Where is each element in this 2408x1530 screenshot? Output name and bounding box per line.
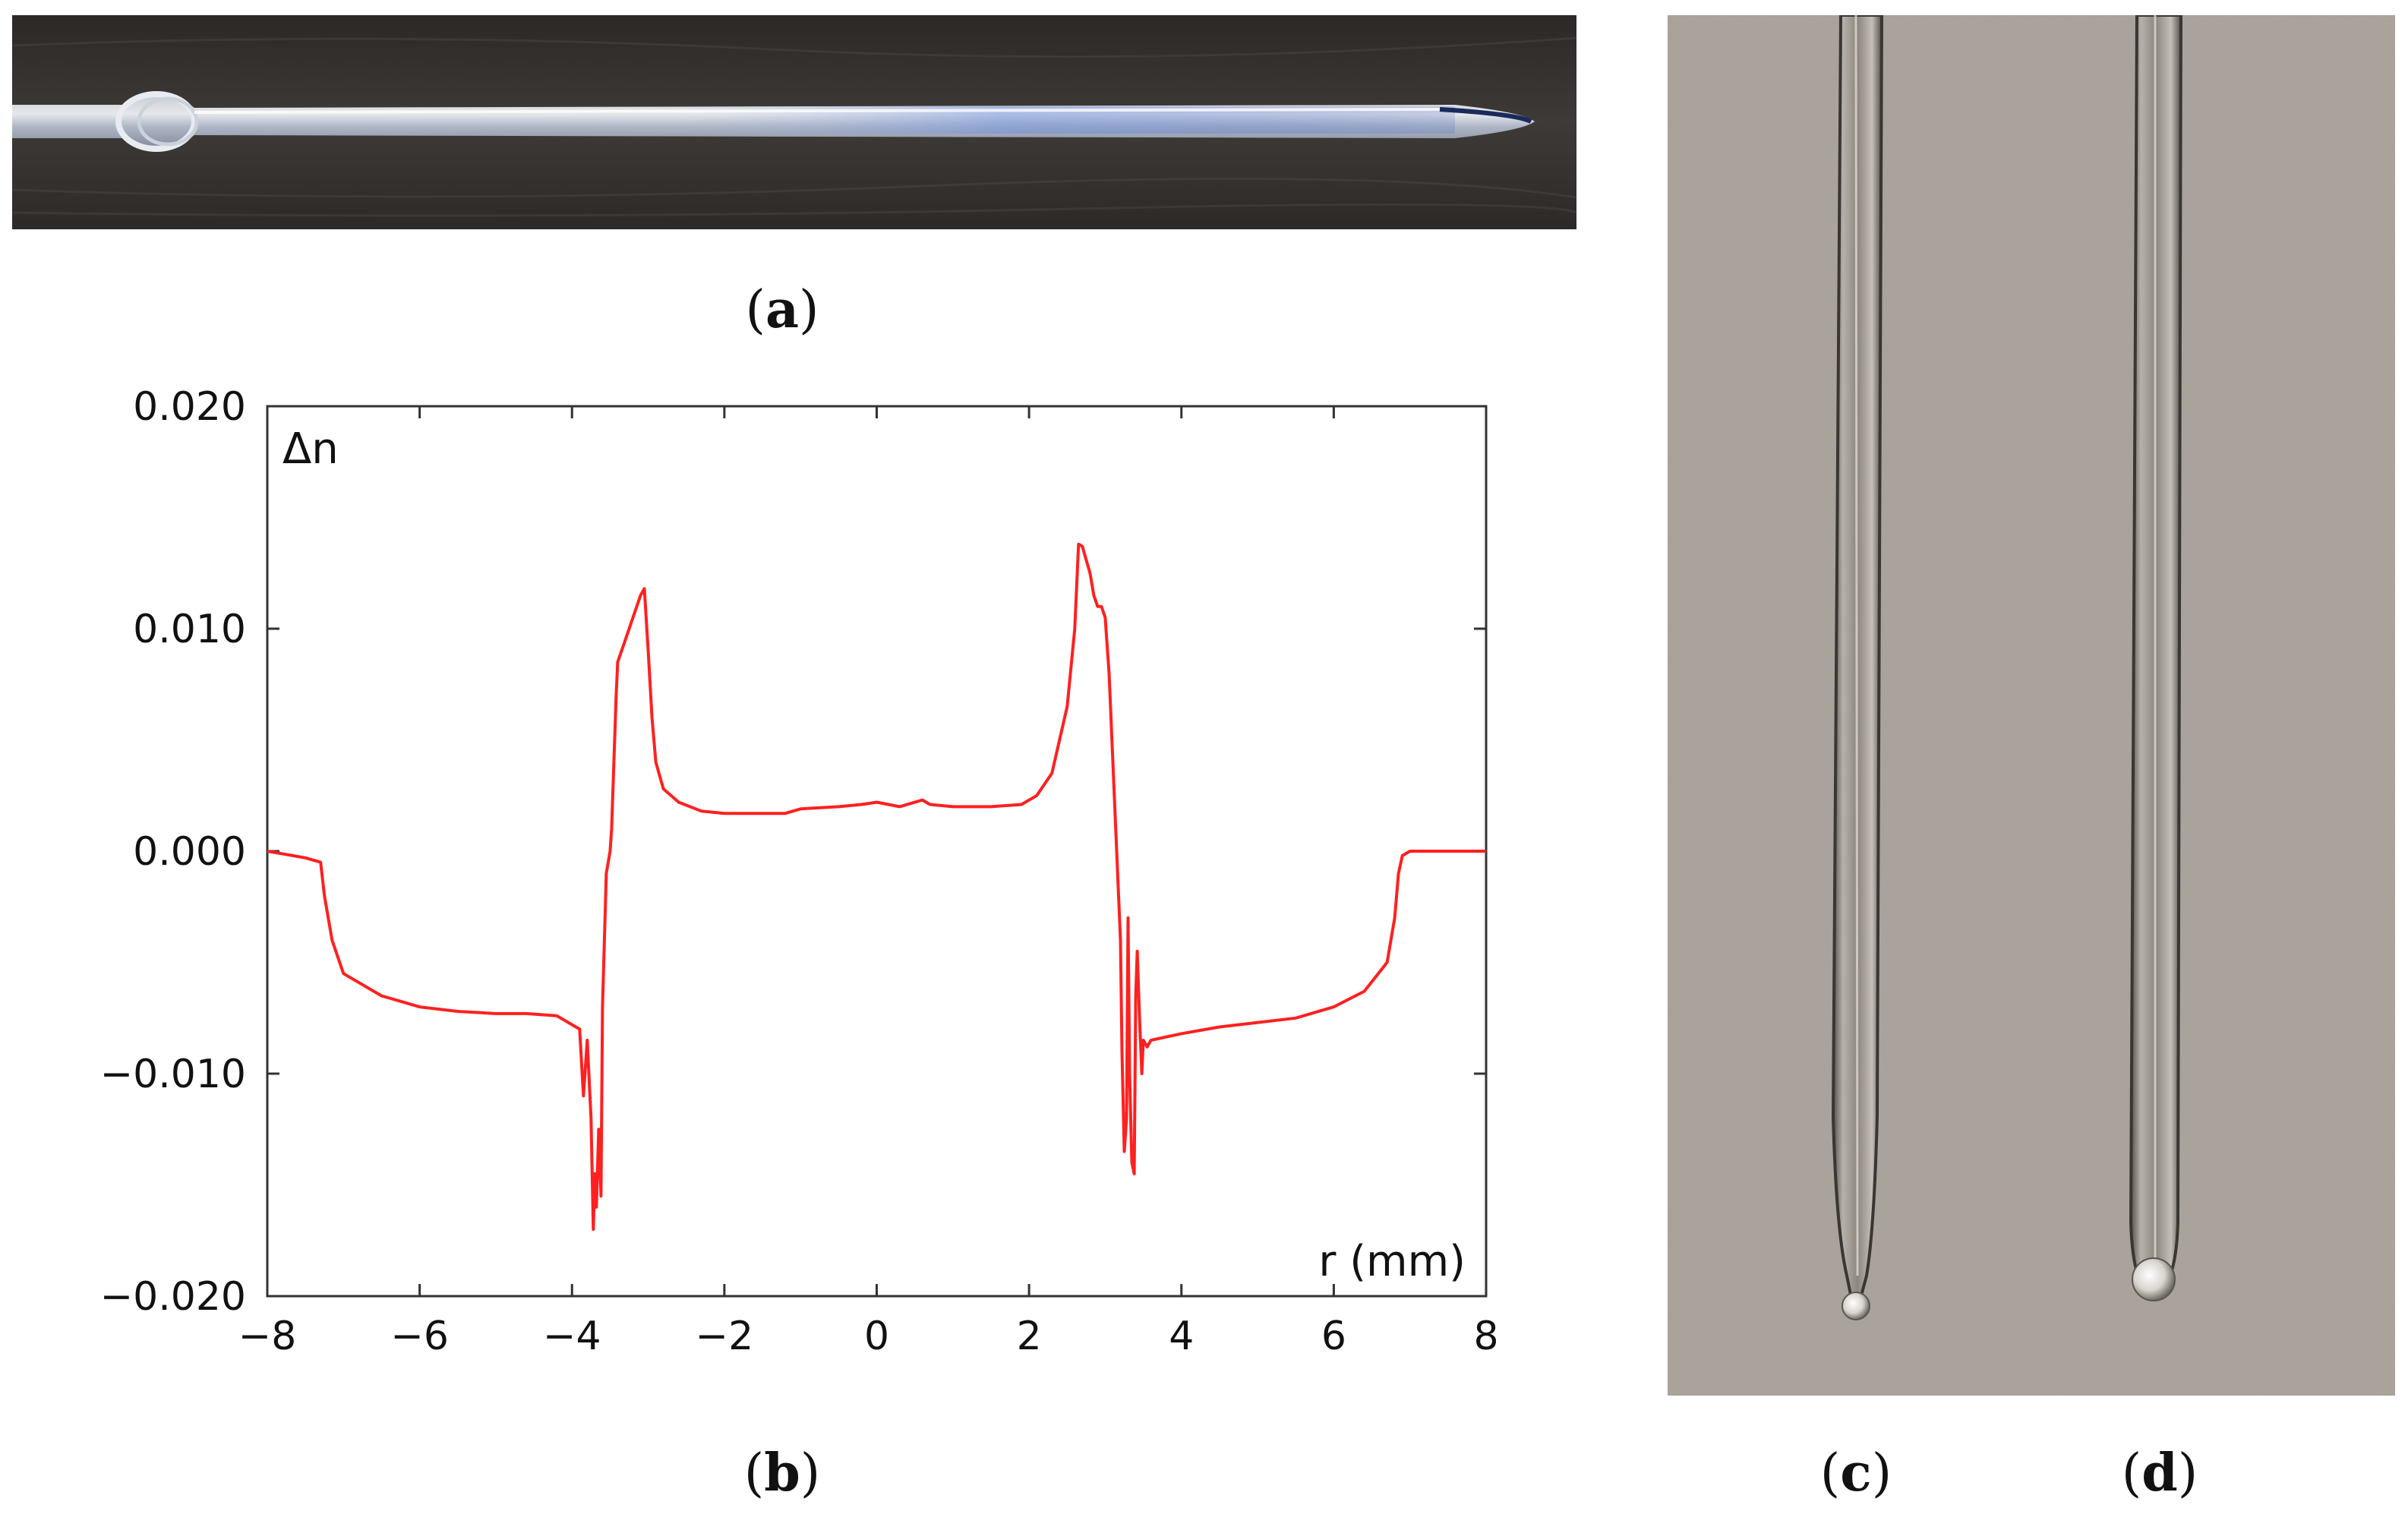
x-tick-label: 2 [1017, 1314, 1042, 1359]
y-tick-label: 0.020 [133, 384, 246, 430]
x-tick-label: −4 [543, 1314, 601, 1359]
x-tick-label: −2 [696, 1314, 754, 1359]
y-tick-label: −0.020 [100, 1274, 246, 1320]
x-tick-label: 0 [864, 1314, 889, 1359]
photo-cd-drawing [1668, 15, 2395, 1396]
caption-d: (d) [2121, 1443, 2198, 1503]
caption-b: (b) [743, 1443, 821, 1503]
x-tick-label: −6 [390, 1314, 449, 1359]
y-tick-label: −0.010 [100, 1052, 246, 1097]
x-tick-label: 4 [1169, 1314, 1194, 1359]
x-tick-labels: −8 −6 −4 −2 0 2 4 6 8 [238, 1314, 1499, 1359]
x-tick-label: 6 [1321, 1314, 1346, 1359]
ticks [266, 405, 1488, 1298]
plot-frame [266, 405, 1488, 1298]
photo-a [12, 15, 1576, 229]
photo-a-drawing [12, 15, 1576, 229]
y-tick-labels: 0.020 0.010 0.000 −0.010 −0.020 [100, 384, 246, 1320]
photo-cd [1668, 15, 2395, 1396]
x-tick-label: 8 [1473, 1314, 1498, 1359]
y-tick-label: 0.000 [133, 829, 246, 875]
series-line [267, 542, 1486, 1232]
caption-a: (a) [745, 279, 819, 340]
x-axis-label: r (mm) [1318, 1237, 1466, 1286]
x-tick-label: −8 [238, 1314, 297, 1359]
chart-b: −8 −6 −4 −2 0 2 4 6 8 0.020 0.010 0.000 −0.010 −0.02… [100, 384, 1499, 1359]
y-axis-label: Δn [282, 424, 339, 474]
y-tick-label: 0.010 [133, 607, 246, 652]
caption-c: (c) [1819, 1443, 1892, 1503]
